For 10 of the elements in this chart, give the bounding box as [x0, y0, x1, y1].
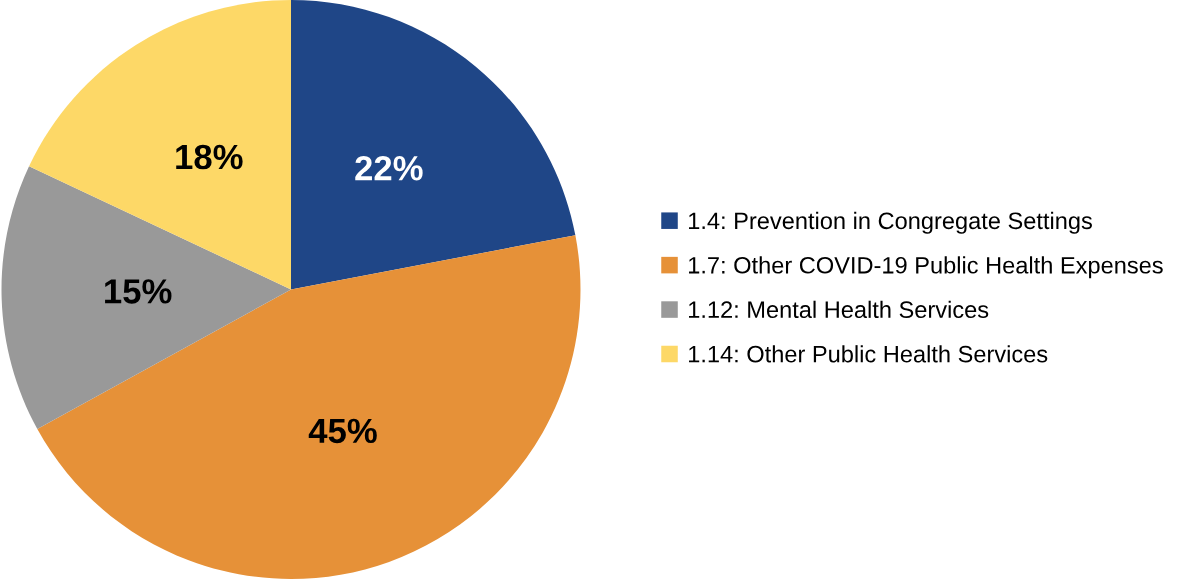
legend-label: 1.4: Prevention in Congregate Settings [689, 211, 1092, 234]
legend-label: 1.14: Other Public Health Services [689, 345, 1048, 363]
pie-slice [291, 0, 576, 290]
data-label: 45% [308, 418, 377, 444]
data-label: 15% [105, 279, 172, 304]
data-label: 18% [176, 144, 243, 170]
pie-slice [37, 235, 581, 579]
legend-label: 1.7: Other COVID-19 Public Health Expenses [689, 256, 1163, 279]
legend-label: 1.12: Mental Health Services [689, 300, 989, 319]
data-label: 22% [355, 156, 423, 181]
